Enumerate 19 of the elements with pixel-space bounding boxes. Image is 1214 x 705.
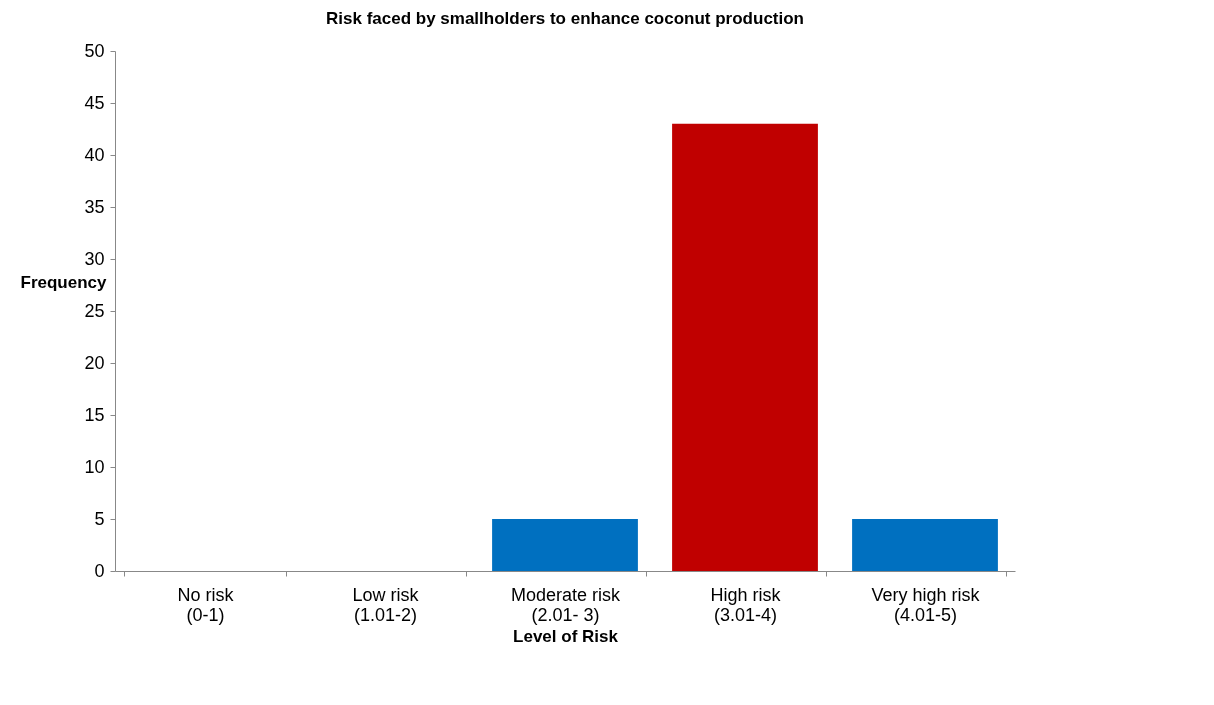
x-tick-label: Low risk (1.01-2) (352, 584, 420, 625)
y-tick-label: 0 (94, 560, 105, 581)
y-tick-label: 30 (84, 248, 105, 269)
x-tick-label: Very high risk (4.01-5) (871, 584, 981, 625)
y-axis-title: Frequency (20, 272, 108, 292)
y-tick-label: 15 (84, 404, 105, 425)
y-tick-label: 10 (84, 456, 105, 477)
x-tick-label: No risk (0-1) (177, 584, 235, 625)
y-tick-label: 25 (84, 300, 105, 321)
x-tick-label: Moderate risk (2.01- 3) (510, 584, 622, 625)
y-tick-label: 35 (84, 196, 105, 217)
x-tick-label: High risk (3.01-4) (710, 584, 782, 625)
y-tick-label: 20 (84, 352, 105, 373)
chart-title: Risk faced by smallholders to enhance coconut production (326, 9, 804, 28)
y-tick-label: 45 (84, 92, 105, 113)
y-tick-label: 50 (84, 40, 105, 61)
y-tick-label: 40 (84, 144, 105, 165)
y-tick-label: 5 (94, 508, 105, 529)
x-axis-title: Level of Risk (513, 626, 619, 646)
